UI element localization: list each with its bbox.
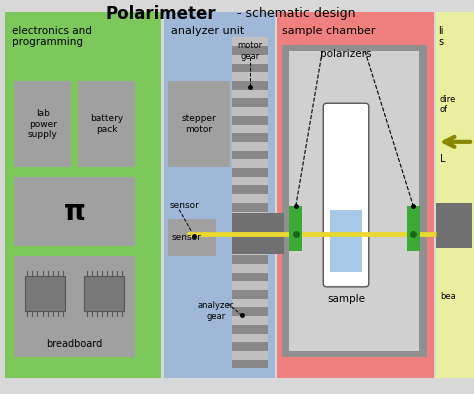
Bar	[232, 72, 268, 81]
Bar	[232, 281, 268, 290]
Text: battery
pack: battery pack	[90, 114, 123, 134]
Bar	[232, 325, 268, 334]
Bar	[232, 264, 268, 273]
Bar	[232, 307, 268, 316]
Bar	[232, 299, 268, 307]
Text: stepper
motor: stepper motor	[182, 114, 217, 134]
Bar	[232, 55, 268, 63]
Bar	[232, 342, 268, 351]
Text: sample: sample	[327, 294, 365, 303]
Bar	[436, 12, 474, 378]
Bar	[407, 206, 420, 251]
Bar	[14, 81, 71, 167]
Bar	[78, 81, 135, 167]
Bar	[168, 81, 230, 167]
Bar	[232, 81, 268, 90]
Bar	[232, 351, 268, 360]
Bar	[436, 203, 472, 248]
Bar	[5, 12, 161, 378]
Bar	[25, 276, 65, 311]
Bar	[232, 177, 268, 186]
Bar	[277, 12, 434, 378]
Bar	[330, 210, 362, 272]
Bar	[232, 238, 268, 247]
Text: sensor: sensor	[172, 233, 201, 242]
Bar	[232, 229, 268, 238]
Bar	[168, 219, 216, 256]
Bar	[232, 90, 268, 98]
Text: sample chamber: sample chamber	[282, 26, 375, 35]
Text: Polarimeter: Polarimeter	[106, 5, 217, 23]
Text: analyzer unit: analyzer unit	[171, 26, 244, 35]
Bar	[232, 142, 268, 151]
Bar	[232, 133, 268, 142]
Bar	[232, 186, 268, 194]
Text: L: L	[440, 154, 446, 164]
Bar	[232, 360, 268, 368]
Bar	[289, 51, 419, 351]
Bar	[232, 63, 268, 72]
Bar	[232, 212, 268, 220]
Text: - schematic design: - schematic design	[233, 7, 355, 20]
Bar	[232, 213, 284, 254]
Bar	[232, 46, 268, 55]
Bar	[282, 45, 427, 357]
Text: electronics and
programming: electronics and programming	[12, 26, 92, 47]
Text: bea: bea	[440, 292, 456, 301]
Text: lab
power
supply: lab power supply	[27, 109, 58, 139]
Bar	[232, 159, 268, 168]
Text: li
s: li s	[438, 26, 444, 47]
Bar	[232, 273, 268, 281]
Bar	[14, 256, 135, 357]
Bar	[232, 151, 268, 159]
Bar	[232, 168, 268, 177]
Bar	[232, 98, 268, 107]
Bar	[232, 125, 268, 133]
Text: dire
of: dire of	[440, 95, 456, 114]
Text: π: π	[64, 198, 85, 226]
Bar	[232, 247, 268, 255]
Bar	[232, 316, 268, 325]
Text: sensor: sensor	[170, 201, 200, 210]
Text: breadboard: breadboard	[46, 339, 102, 349]
Text: analyzer
gear: analyzer gear	[198, 301, 234, 321]
Bar	[232, 107, 268, 116]
FancyBboxPatch shape	[323, 103, 369, 287]
Bar	[232, 194, 268, 203]
Text: motor
gear: motor gear	[237, 41, 263, 61]
Bar	[232, 255, 268, 264]
Bar	[84, 276, 124, 311]
Bar	[289, 206, 302, 251]
Bar	[232, 220, 268, 229]
Bar	[232, 334, 268, 342]
Bar	[232, 37, 268, 46]
Bar	[164, 12, 275, 378]
Text: polarizers: polarizers	[320, 49, 372, 59]
Bar	[232, 203, 268, 212]
Bar	[232, 116, 268, 125]
Bar	[14, 177, 135, 246]
Bar	[232, 290, 268, 299]
